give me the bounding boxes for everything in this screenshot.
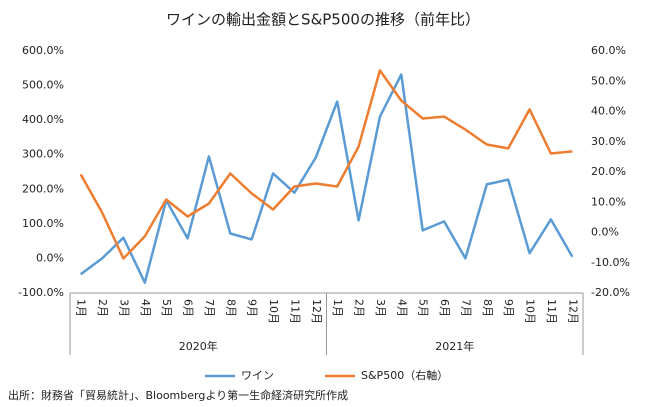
series-line — [79, 69, 573, 260]
y2-tick-label: 40.0% — [591, 105, 626, 118]
x-tick-label: 4月 — [139, 299, 152, 317]
legend-label: ワイン — [241, 369, 274, 382]
y-tick-label: 500.0% — [22, 79, 64, 92]
x-tick-label: 2月 — [96, 299, 109, 317]
x-tick-label: 11月 — [288, 299, 301, 324]
y2-tick-label: 30.0% — [591, 135, 626, 148]
y2-tick-label: 0.0% — [591, 226, 619, 239]
x-tick-label: 4月 — [395, 299, 408, 317]
y-tick-label: -100.0% — [18, 286, 64, 299]
x-tick-label: 1月 — [75, 299, 88, 317]
x-tick-label: 7月 — [459, 299, 472, 317]
x-group-label: 2021年 — [435, 339, 474, 353]
legend-label: S&P500（右軸） — [361, 368, 448, 382]
y2-tick-label: 20.0% — [591, 165, 626, 178]
x-tick-label: 3月 — [117, 299, 130, 317]
x-tick-label: 11月 — [545, 299, 558, 324]
x-group-label: 2020年 — [179, 339, 218, 353]
y-tick-label: 400.0% — [22, 113, 64, 126]
x-tick-label: 1月 — [331, 299, 344, 317]
x-tick-label: 5月 — [160, 299, 173, 317]
y2-tick-label: -20.0% — [591, 286, 630, 299]
y2-tick-label: 50.0% — [591, 74, 626, 87]
x-tick-label: 12月 — [566, 299, 579, 324]
y-tick-label: 200.0% — [22, 182, 64, 195]
y-tick-label: 300.0% — [22, 148, 64, 161]
y-tick-label: 0.0% — [36, 251, 64, 264]
x-tick-label: 7月 — [203, 299, 216, 317]
x-tick-label: 2月 — [353, 299, 366, 317]
x-tick-label: 9月 — [246, 299, 259, 317]
source-note: 出所：財務省「貿易統計」、Bloombergより第一生命経済研究所作成 — [8, 388, 348, 402]
x-tick-label: 10月 — [524, 299, 537, 324]
y2-tick-label: -10.0% — [591, 256, 630, 269]
chart-title: ワインの輸出金額とS&P500の推移（前年比） — [166, 11, 480, 29]
x-tick-label: 8月 — [481, 299, 494, 317]
x-tick-label: 8月 — [224, 299, 237, 317]
y-tick-label: 100.0% — [22, 217, 64, 230]
y2-tick-label: 10.0% — [591, 195, 626, 208]
x-tick-label: 6月 — [182, 299, 195, 317]
x-tick-label: 10月 — [267, 299, 280, 324]
y-tick-label: 600.0% — [22, 44, 64, 57]
x-tick-label: 3月 — [374, 299, 387, 317]
x-tick-label: 6月 — [438, 299, 451, 317]
y2-tick-label: 60.0% — [591, 44, 626, 57]
series-line — [79, 73, 574, 284]
x-tick-label: 12月 — [310, 299, 323, 324]
x-tick-label: 9月 — [502, 299, 515, 317]
x-tick-label: 5月 — [417, 299, 430, 317]
